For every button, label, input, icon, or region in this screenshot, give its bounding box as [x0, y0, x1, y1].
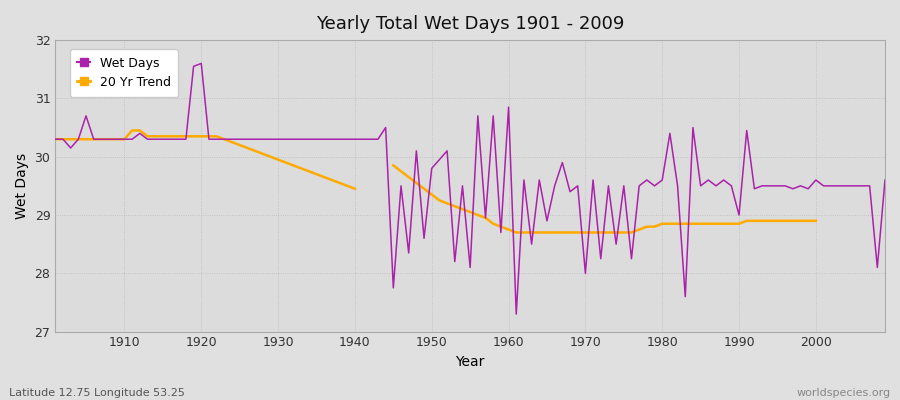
Legend: Wet Days, 20 Yr Trend: Wet Days, 20 Yr Trend — [70, 49, 178, 96]
Text: Latitude 12.75 Longitude 53.25: Latitude 12.75 Longitude 53.25 — [9, 388, 184, 398]
Y-axis label: Wet Days: Wet Days — [15, 153, 29, 219]
Text: worldspecies.org: worldspecies.org — [796, 388, 891, 398]
Title: Yearly Total Wet Days 1901 - 2009: Yearly Total Wet Days 1901 - 2009 — [316, 15, 625, 33]
X-axis label: Year: Year — [455, 355, 485, 369]
